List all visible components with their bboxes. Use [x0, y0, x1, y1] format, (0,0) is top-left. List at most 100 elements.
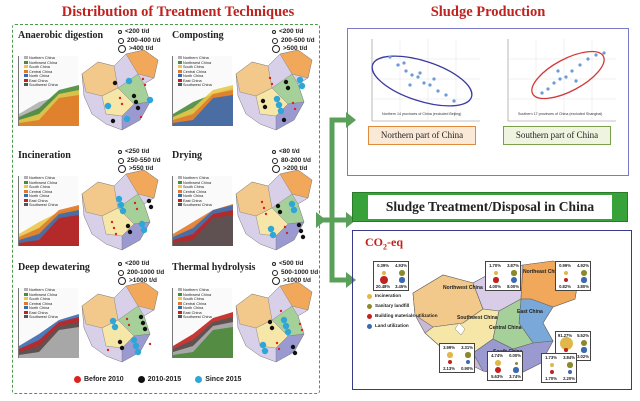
mini-region-legend: Northern China Northwest China South China…: [24, 288, 76, 320]
size-legend-label: <200 t/d: [125, 28, 150, 35]
treatment-banner: Sludge Treatment/Disposal in China: [352, 192, 628, 222]
percent-value: 2.13%: [443, 366, 455, 371]
mini-china-map: [235, 281, 313, 363]
mini-legend-item: North China: [178, 194, 230, 199]
technique-name: Drying: [172, 150, 202, 161]
co2-percent-card: 3.99% 3.31% 2.13% 0.90%: [439, 343, 475, 373]
percent-value: 4.93%: [395, 263, 407, 268]
size-circle-icon: [272, 45, 280, 54]
percent-value: 3.99%: [443, 345, 455, 350]
mini-china-map: [235, 169, 313, 251]
size-circle-icon: [272, 165, 280, 174]
percent-value: 4.92%: [577, 263, 589, 268]
share-circle: [514, 361, 518, 365]
year-legend: Before 2010 2010-2015 Since 2015: [74, 376, 241, 383]
mini-legend-item: East China: [24, 78, 76, 84]
mini-legend-item: Southwest China: [24, 315, 76, 320]
mini-legend-item: Central China: [24, 69, 76, 75]
size-circle-icon: [118, 37, 124, 44]
share-circle: [564, 348, 568, 352]
percent-value: 2.20%: [563, 376, 575, 381]
legend-dot-icon: [367, 303, 372, 309]
mini-legend-item: Northern China: [24, 288, 76, 293]
production-panel: Northern 14 provinces of China (excluded…: [347, 28, 629, 176]
region-label: Central China: [489, 325, 522, 331]
north-region-label: Northern part of China: [368, 126, 476, 145]
size-circle-icon: [272, 37, 278, 44]
capacity-legend: <250 t/d 250-550 t/d >550 t/d: [118, 148, 161, 174]
mini-legend-item: Northern China: [178, 288, 230, 293]
percent-value: 3.74%: [509, 374, 521, 379]
mini-legend-item: Southwest China: [178, 203, 230, 208]
mini-legend-item: Central China: [178, 69, 230, 75]
mini-legend-item: Northwest China: [24, 180, 76, 186]
connector-arrows: [316, 112, 356, 288]
left-title: Distribution of Treatment Techniques: [61, 4, 295, 20]
percent-value: 3.87%: [507, 263, 519, 268]
legend-dot-icon: [367, 293, 372, 299]
south-note: Southern 17 provinces of China (excluded…: [518, 112, 602, 116]
technique-name: Deep dewatering: [18, 262, 90, 273]
mini-legend-item: Central China: [178, 189, 230, 195]
share-circle: [549, 362, 555, 368]
share-circle: [493, 270, 499, 276]
mini-legend-item: North China: [178, 74, 230, 79]
share-circle: [382, 271, 386, 275]
mini-legend-item: Northwest China: [178, 292, 230, 298]
size-circle-icon: [272, 269, 278, 276]
mini-legend-item: Northern China: [178, 56, 230, 61]
mini-legend-item: South China: [24, 185, 76, 190]
region-label: East China: [517, 309, 543, 315]
mini-china-map: [81, 281, 159, 363]
size-legend-label: <200 t/d: [279, 28, 304, 35]
year-legend-item: 2010-2015: [137, 376, 182, 383]
share-circle: [379, 275, 389, 285]
region-label: Southwest China: [457, 315, 498, 321]
technique-block: Incineration <250 t/d 250-550 t/d >550 t/d…: [14, 148, 162, 256]
year-legend-item: Since 2015: [195, 376, 241, 383]
mini-legend-item: East China: [178, 198, 230, 204]
mini-china-map: [235, 49, 313, 131]
percent-value: 1.70%: [489, 263, 501, 268]
south-scatter: Southern 17 provinces of China (excluded…: [496, 35, 618, 135]
size-legend-label: 200-500 t/d: [281, 36, 315, 44]
mini-legend-item: East China: [24, 310, 76, 316]
technique-name: Anaerobic digestion: [18, 30, 104, 41]
year-legend-label: 2010-2015: [147, 376, 182, 383]
size-circle-icon: [118, 150, 122, 155]
size-legend-label: >1000 t/d: [129, 277, 158, 284]
percent-value: 91.27%: [557, 333, 573, 338]
mini-legend-item: North China: [24, 306, 76, 311]
percent-value: 4.00%: [489, 284, 501, 289]
co2-percent-card: 0.99% 4.92% 0.82% 3.80%: [555, 261, 591, 291]
technique-block: Composting <200 t/d 200-500 t/d >500 t/d N…: [168, 28, 316, 136]
co2-title: CO2-eq: [365, 235, 403, 252]
capacity-legend: <200 t/d 200-400 t/d >400 t/d: [118, 28, 161, 54]
mini-china-map: [81, 169, 159, 251]
share-circle: [581, 270, 587, 276]
share-circle: [510, 276, 518, 284]
share-circle: [559, 336, 573, 350]
mini-region-legend: Northern China Northwest China South China…: [178, 176, 230, 208]
region-label: Northeast China: [523, 269, 562, 275]
mini-legend-item: South China: [24, 297, 76, 302]
percent-value: 3.31%: [461, 345, 473, 350]
north-scatter: Northern 14 provinces of China (excluded…: [360, 35, 482, 135]
black-dot-icon: [137, 376, 145, 383]
mini-legend-item: South China: [24, 65, 76, 70]
share-circle: [513, 367, 519, 373]
mini-legend-item: Northwest China: [178, 60, 230, 66]
share-circle: [581, 340, 587, 346]
technique-name: Thermal hydrolysis: [172, 262, 256, 273]
capacity-legend: <200 t/d 200-1000 t/d >1000 t/d: [118, 260, 164, 286]
size-legend-label: >200 t/d: [283, 165, 308, 172]
percent-value: 20.48%: [375, 284, 391, 289]
size-legend-label: 200-400 t/d: [127, 36, 161, 44]
percent-value: 4.74%: [491, 353, 503, 358]
share-circle: [447, 352, 453, 358]
size-legend-label: <500 t/d: [279, 260, 304, 267]
percent-value: 1.70%: [545, 376, 557, 381]
mini-legend-item: East China: [24, 198, 76, 204]
technique-name: Incineration: [18, 150, 71, 161]
size-circle-icon: [272, 277, 280, 286]
